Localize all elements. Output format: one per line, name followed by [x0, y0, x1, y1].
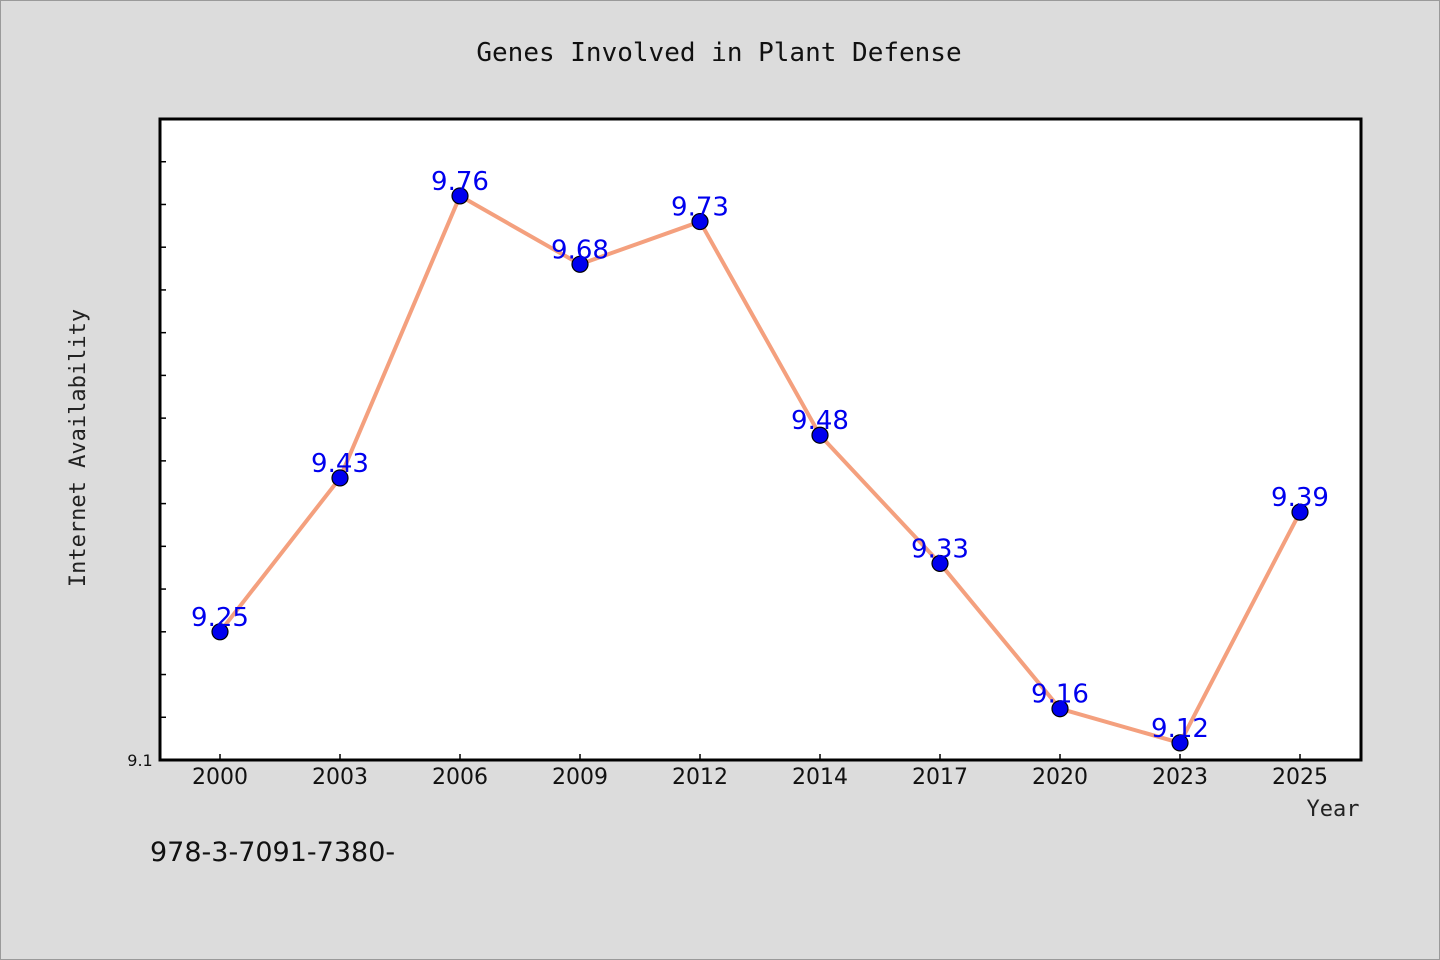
x-tick-label: 2003 — [312, 765, 368, 790]
data-point — [691, 212, 709, 231]
data-label: 9.12 — [1151, 714, 1209, 744]
data-label: 9.16 — [1031, 680, 1089, 710]
data-label: 9.76 — [431, 167, 489, 197]
isbn-footer: 978-3-7091-7380- — [150, 837, 395, 868]
x-axis-ticks — [219, 754, 1301, 760]
data-point — [1171, 734, 1189, 752]
data-label: 9.39 — [1271, 483, 1329, 513]
data-label: 9.48 — [791, 406, 849, 436]
data-label: 9.25 — [191, 603, 249, 633]
data-label: 9.33 — [911, 534, 969, 564]
data-point — [451, 187, 469, 205]
data-label: 9.73 — [671, 193, 729, 223]
x-tick-label: 2006 — [432, 765, 488, 790]
x-axis-tick-labels: 2000 2003 2006 2009 2012 2014 2017 2020 2023 2025 — [192, 765, 1328, 790]
data-point — [811, 426, 829, 444]
x-tick-label: 2012 — [672, 765, 728, 790]
y-axis-min-label: 9.1 — [127, 751, 152, 770]
y-axis-title: Internet Availability — [66, 309, 91, 587]
x-tick-label: 2000 — [192, 765, 248, 790]
x-tick-label: 2017 — [912, 765, 968, 790]
x-axis-title: Year — [1307, 797, 1360, 822]
data-point — [1051, 700, 1069, 718]
data-point — [211, 623, 229, 641]
data-label: 9.68 — [551, 235, 609, 265]
x-tick-label: 2023 — [1152, 765, 1208, 790]
series-markers — [211, 187, 1309, 752]
data-labels: 9.25 9.43 9.76 9.68 9.73 9.48 9.33 9.16 9.12 9.39 — [191, 167, 1329, 744]
data-label: 9.43 — [311, 449, 369, 479]
x-tick-label: 2020 — [1032, 765, 1088, 790]
chart-title: Genes Involved in Plant Defense — [476, 38, 961, 68]
data-point — [1291, 503, 1309, 521]
data-point — [571, 255, 589, 273]
x-tick-label: 2014 — [792, 765, 848, 790]
data-point — [331, 469, 349, 487]
x-tick-label: 2025 — [1272, 765, 1328, 790]
y-axis-ticks — [160, 160, 166, 719]
series-line — [218, 193, 1302, 745]
data-point — [931, 554, 949, 573]
plot-area — [158, 117, 1363, 762]
x-tick-label: 2009 — [552, 765, 608, 790]
